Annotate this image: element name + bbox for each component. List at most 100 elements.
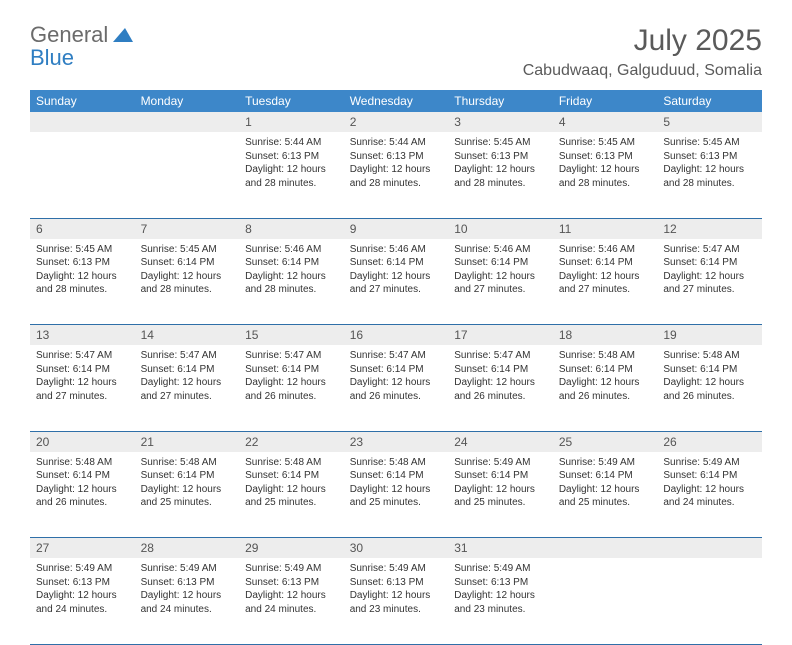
logo-text-general: General	[30, 22, 108, 47]
day-cell-body: Sunrise: 5:47 AMSunset: 6:14 PMDaylight:…	[448, 345, 553, 409]
sunset-text: Sunset: 6:14 PM	[454, 256, 547, 270]
day-cell	[30, 132, 135, 218]
sunset-text: Sunset: 6:14 PM	[141, 469, 234, 483]
day-cell: Sunrise: 5:49 AMSunset: 6:14 PMDaylight:…	[657, 452, 762, 538]
sunrise-text: Sunrise: 5:47 AM	[663, 243, 756, 257]
sunset-text: Sunset: 6:13 PM	[454, 576, 547, 590]
daylight-text: Daylight: 12 hours and 28 minutes.	[36, 270, 129, 297]
day-number: 30	[344, 538, 449, 559]
day-number: 22	[239, 431, 344, 452]
day-number	[553, 538, 658, 559]
sunset-text: Sunset: 6:14 PM	[36, 363, 129, 377]
sunset-text: Sunset: 6:14 PM	[36, 469, 129, 483]
day-cell: Sunrise: 5:45 AMSunset: 6:14 PMDaylight:…	[135, 239, 240, 325]
daylight-text: Daylight: 12 hours and 27 minutes.	[141, 376, 234, 403]
sunrise-text: Sunrise: 5:46 AM	[454, 243, 547, 257]
sunrise-text: Sunrise: 5:49 AM	[454, 562, 547, 576]
day-number: 8	[239, 218, 344, 239]
sunrise-text: Sunrise: 5:48 AM	[36, 456, 129, 470]
day-content-row: Sunrise: 5:49 AMSunset: 6:13 PMDaylight:…	[30, 558, 762, 644]
sunrise-text: Sunrise: 5:48 AM	[141, 456, 234, 470]
sunset-text: Sunset: 6:14 PM	[559, 469, 652, 483]
day-number: 27	[30, 538, 135, 559]
day-number: 16	[344, 325, 449, 346]
day-cell: Sunrise: 5:47 AMSunset: 6:14 PMDaylight:…	[344, 345, 449, 431]
sunrise-text: Sunrise: 5:47 AM	[454, 349, 547, 363]
day-number: 13	[30, 325, 135, 346]
sunrise-text: Sunrise: 5:45 AM	[36, 243, 129, 257]
sunrise-text: Sunrise: 5:49 AM	[36, 562, 129, 576]
day-number: 11	[553, 218, 658, 239]
day-cell: Sunrise: 5:49 AMSunset: 6:14 PMDaylight:…	[448, 452, 553, 538]
daylight-text: Daylight: 12 hours and 25 minutes.	[245, 483, 338, 510]
day-cell: Sunrise: 5:46 AMSunset: 6:14 PMDaylight:…	[239, 239, 344, 325]
day-number: 2	[344, 112, 449, 132]
day-number	[135, 112, 240, 132]
day-cell-body: Sunrise: 5:46 AMSunset: 6:14 PMDaylight:…	[448, 239, 553, 303]
sunrise-text: Sunrise: 5:49 AM	[350, 562, 443, 576]
day-cell-body: Sunrise: 5:47 AMSunset: 6:14 PMDaylight:…	[30, 345, 135, 409]
daylight-text: Daylight: 12 hours and 27 minutes.	[663, 270, 756, 297]
sunset-text: Sunset: 6:13 PM	[245, 150, 338, 164]
sunset-text: Sunset: 6:14 PM	[663, 363, 756, 377]
sunrise-text: Sunrise: 5:47 AM	[350, 349, 443, 363]
daylight-text: Daylight: 12 hours and 28 minutes.	[245, 163, 338, 190]
calendar-table: Sunday Monday Tuesday Wednesday Thursday…	[30, 90, 762, 645]
sunrise-text: Sunrise: 5:45 AM	[454, 136, 547, 150]
day-number: 12	[657, 218, 762, 239]
logo-text-blue: Blue	[30, 47, 133, 69]
day-cell-body: Sunrise: 5:49 AMSunset: 6:13 PMDaylight:…	[239, 558, 344, 622]
sunset-text: Sunset: 6:14 PM	[663, 256, 756, 270]
daylight-text: Daylight: 12 hours and 25 minutes.	[350, 483, 443, 510]
sunset-text: Sunset: 6:14 PM	[141, 363, 234, 377]
sunrise-text: Sunrise: 5:47 AM	[245, 349, 338, 363]
sunrise-text: Sunrise: 5:44 AM	[245, 136, 338, 150]
sunset-text: Sunset: 6:13 PM	[36, 256, 129, 270]
day-cell-body: Sunrise: 5:44 AMSunset: 6:13 PMDaylight:…	[344, 132, 449, 196]
sunrise-text: Sunrise: 5:45 AM	[141, 243, 234, 257]
sunset-text: Sunset: 6:13 PM	[36, 576, 129, 590]
day-number: 3	[448, 112, 553, 132]
sunrise-text: Sunrise: 5:49 AM	[245, 562, 338, 576]
sunset-text: Sunset: 6:14 PM	[245, 363, 338, 377]
daylight-text: Daylight: 12 hours and 25 minutes.	[559, 483, 652, 510]
day-number: 17	[448, 325, 553, 346]
daylight-text: Daylight: 12 hours and 28 minutes.	[559, 163, 652, 190]
day-content-row: Sunrise: 5:44 AMSunset: 6:13 PMDaylight:…	[30, 132, 762, 218]
day-cell-body: Sunrise: 5:49 AMSunset: 6:14 PMDaylight:…	[448, 452, 553, 516]
day-number: 19	[657, 325, 762, 346]
day-number	[657, 538, 762, 559]
sunrise-text: Sunrise: 5:48 AM	[350, 456, 443, 470]
month-title: July 2025	[523, 24, 762, 58]
sunset-text: Sunset: 6:13 PM	[663, 150, 756, 164]
daylight-text: Daylight: 12 hours and 28 minutes.	[663, 163, 756, 190]
sunset-text: Sunset: 6:14 PM	[245, 256, 338, 270]
day-cell: Sunrise: 5:48 AMSunset: 6:14 PMDaylight:…	[553, 345, 658, 431]
day-cell: Sunrise: 5:46 AMSunset: 6:14 PMDaylight:…	[448, 239, 553, 325]
day-number: 24	[448, 431, 553, 452]
daylight-text: Daylight: 12 hours and 25 minutes.	[454, 483, 547, 510]
day-number-row: 12345	[30, 112, 762, 132]
sunrise-text: Sunrise: 5:46 AM	[559, 243, 652, 257]
location-text: Cabudwaaq, Galguduud, Somalia	[523, 62, 762, 80]
day-cell-body: Sunrise: 5:47 AMSunset: 6:14 PMDaylight:…	[135, 345, 240, 409]
day-cell: Sunrise: 5:49 AMSunset: 6:13 PMDaylight:…	[344, 558, 449, 644]
day-number: 5	[657, 112, 762, 132]
sunset-text: Sunset: 6:14 PM	[350, 363, 443, 377]
daylight-text: Daylight: 12 hours and 27 minutes.	[350, 270, 443, 297]
day-content-row: Sunrise: 5:48 AMSunset: 6:14 PMDaylight:…	[30, 452, 762, 538]
day-cell: Sunrise: 5:48 AMSunset: 6:14 PMDaylight:…	[239, 452, 344, 538]
day-cell-body: Sunrise: 5:46 AMSunset: 6:14 PMDaylight:…	[553, 239, 658, 303]
sunset-text: Sunset: 6:14 PM	[454, 363, 547, 377]
sunrise-text: Sunrise: 5:48 AM	[559, 349, 652, 363]
day-cell-body: Sunrise: 5:49 AMSunset: 6:14 PMDaylight:…	[553, 452, 658, 516]
daylight-text: Daylight: 12 hours and 27 minutes.	[454, 270, 547, 297]
day-number: 6	[30, 218, 135, 239]
day-cell: Sunrise: 5:45 AMSunset: 6:13 PMDaylight:…	[30, 239, 135, 325]
day-cell-body: Sunrise: 5:46 AMSunset: 6:14 PMDaylight:…	[344, 239, 449, 303]
daylight-text: Daylight: 12 hours and 27 minutes.	[36, 376, 129, 403]
day-cell: Sunrise: 5:47 AMSunset: 6:14 PMDaylight:…	[30, 345, 135, 431]
day-cell-body: Sunrise: 5:44 AMSunset: 6:13 PMDaylight:…	[239, 132, 344, 196]
sunrise-text: Sunrise: 5:48 AM	[663, 349, 756, 363]
day-cell-body: Sunrise: 5:48 AMSunset: 6:14 PMDaylight:…	[553, 345, 658, 409]
